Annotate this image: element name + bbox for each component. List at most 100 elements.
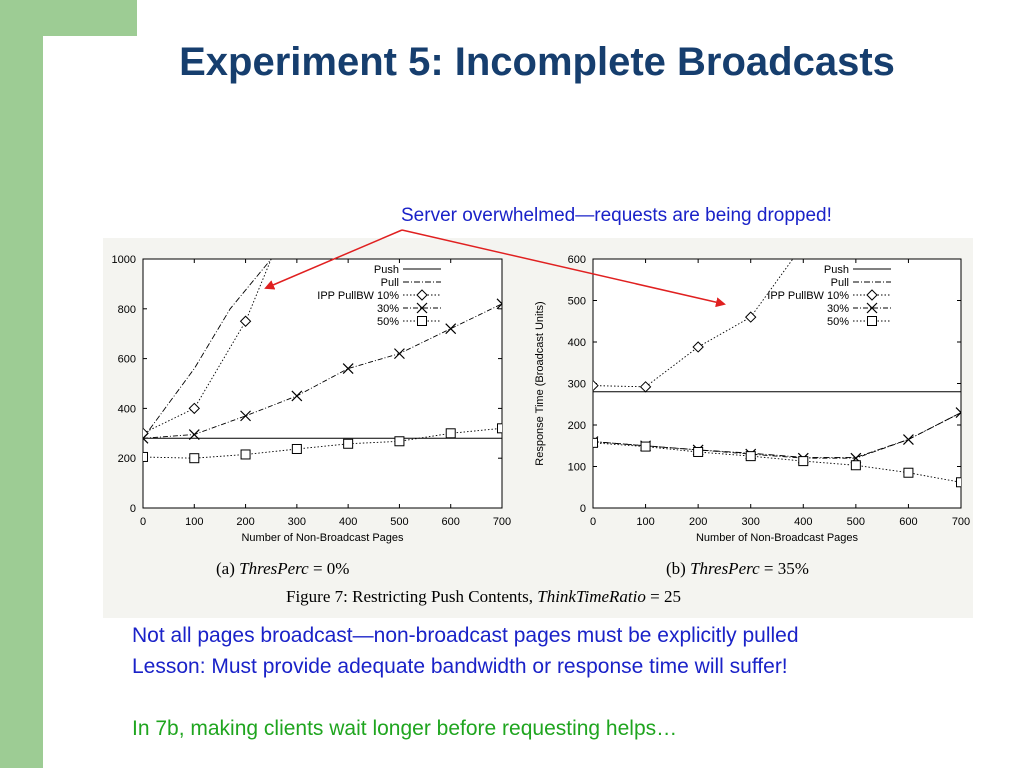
- diamond-marker: [188, 402, 200, 415]
- diamond-marker: [143, 427, 149, 440]
- x-tick-label: 0: [590, 516, 596, 528]
- x-marker: [866, 302, 878, 314]
- square-marker: [593, 437, 598, 448]
- chart-panel-a: 0 100 200 300 400 500 600 700 0 200 400 600 800 1000 N…: [112, 254, 512, 544]
- figure-captions: (a) ThresPerc = 0% (b) ThresPerc = 35% F…: [216, 559, 809, 606]
- square-marker: [956, 477, 961, 488]
- square-marker: [417, 316, 427, 326]
- legend-label: IPP PullBW 10%: [317, 290, 399, 302]
- x-tick-label: 500: [847, 516, 865, 528]
- legend-label: Push: [374, 264, 399, 276]
- series-ipp-pullbw-10-line: [593, 259, 794, 388]
- y-tick-label: 0: [130, 503, 136, 515]
- square-marker: [143, 451, 148, 462]
- square-marker: [850, 460, 861, 471]
- x-tick-label: 500: [390, 516, 408, 528]
- y-tick-label: 500: [568, 296, 586, 308]
- square-marker: [291, 443, 302, 454]
- square-marker: [240, 449, 251, 460]
- plot-data: [143, 259, 502, 464]
- x-marker: [188, 429, 200, 440]
- diamond-marker: [866, 289, 878, 301]
- series-pull-line: [143, 259, 272, 439]
- square-marker: [394, 436, 405, 447]
- y-tick-label: 800: [118, 304, 136, 316]
- diamond-marker: [639, 381, 652, 393]
- legend-label: 50%: [827, 316, 849, 328]
- x-marker: [342, 363, 354, 374]
- y-tick-label: 200: [118, 453, 136, 465]
- body-line-1: Not all pages broadcast—non-broadcast pa…: [132, 624, 799, 647]
- x-tick-label: 600: [442, 516, 460, 528]
- x-tick-label: 100: [185, 516, 203, 528]
- diamond-marker: [239, 315, 252, 327]
- square-marker: [867, 316, 877, 326]
- figure-caption: Figure 7: Restricting Push Contents, Thi…: [286, 587, 681, 606]
- diamond-marker: [745, 311, 757, 323]
- figure-svg: 0 100 200 300 400 500 600 70002004006008001000N…: [112, 254, 971, 606]
- x-tick-label: 700: [493, 516, 511, 528]
- y-tick-label: 0: [580, 503, 586, 515]
- x-marker: [445, 323, 457, 335]
- square-marker: [189, 453, 200, 464]
- x-marker: [394, 348, 405, 360]
- x-tick-label: 600: [899, 516, 917, 528]
- x-tick-label: 0: [140, 516, 146, 528]
- slide-title: Experiment 5: Incomplete Broadcasts: [179, 40, 895, 84]
- chart-panel-b: 0 100 200 300 400 500 600 700 0 100 200 300 400 500 60…: [534, 254, 970, 544]
- legend-label: Push: [824, 264, 849, 276]
- series-ipp-pullbw-10-line: [143, 259, 272, 434]
- y-tick-label: 600: [568, 254, 586, 266]
- x-tick-label: 100: [636, 516, 654, 528]
- panel-a-caption: (a) ThresPerc = 0%: [216, 559, 349, 578]
- diamond-marker: [593, 379, 599, 392]
- sidebar-accent-tab: [43, 0, 137, 36]
- sidebar-accent-bar: [0, 0, 43, 768]
- legend-label: 50%: [377, 316, 399, 328]
- square-marker: [445, 428, 456, 439]
- square-marker: [343, 438, 354, 449]
- plot-data: [593, 259, 961, 488]
- legend-label: Pull: [381, 277, 399, 289]
- y-tick-label: 600: [118, 354, 136, 366]
- square-marker: [640, 441, 651, 452]
- legend-label: Pull: [831, 277, 849, 289]
- x-marker: [955, 407, 961, 418]
- legend-label: IPP PullBW 10%: [767, 290, 849, 302]
- y-tick-label: 200: [568, 420, 586, 432]
- square-marker: [693, 446, 704, 457]
- x-axis-label: Number of Non-Broadcast Pages: [241, 532, 404, 544]
- y-tick-label: 400: [118, 403, 136, 415]
- square-marker: [903, 467, 914, 478]
- x-tick-label: 400: [339, 516, 357, 528]
- panel-b-caption: (b) ThresPerc = 35%: [666, 559, 809, 578]
- square-marker: [798, 456, 809, 467]
- figure-image: 0 100 200 300 400 500 600 700 0 200 400 600 800 1000 N…: [103, 238, 973, 618]
- square-marker: [745, 451, 756, 462]
- annotation-text: Server overwhelmed—requests are being dr…: [401, 205, 832, 226]
- legend-label: 30%: [827, 303, 849, 315]
- body-line-2: Lesson: Must provide adequate bandwidth …: [132, 655, 788, 678]
- y-tick-label: 300: [568, 379, 586, 391]
- x-marker: [291, 390, 303, 402]
- series-30-line: [593, 412, 961, 459]
- y-tick-label: 400: [568, 337, 586, 349]
- series-30-line: [143, 303, 502, 439]
- series-50-line: [593, 442, 961, 483]
- x-marker: [143, 432, 149, 444]
- y-tick-label: 100: [568, 462, 586, 474]
- square-marker: [497, 423, 502, 434]
- y-tick-label: 1000: [112, 254, 136, 266]
- x-tick-label: 700: [952, 516, 970, 528]
- x-tick-label: 200: [236, 516, 254, 528]
- followup-line: In 7b, making clients wait longer before…: [132, 717, 678, 740]
- y-axis-label: Response Time (Broadcast Units): [534, 301, 546, 465]
- diamond-marker: [692, 341, 704, 353]
- x-tick-label: 200: [689, 516, 707, 528]
- x-marker: [903, 434, 914, 445]
- series-50-line: [143, 427, 502, 459]
- x-axis-label: Number of Non-Broadcast Pages: [696, 532, 859, 544]
- legend-label: 30%: [377, 303, 399, 315]
- x-tick-label: 300: [288, 516, 306, 528]
